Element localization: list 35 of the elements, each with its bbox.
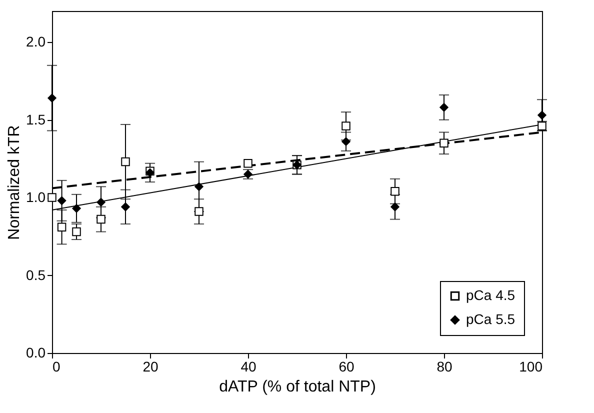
y-tick-label: 2.0	[26, 34, 46, 50]
point	[72, 204, 81, 213]
y-tick-label: 0.0	[26, 344, 46, 360]
point	[121, 157, 130, 166]
point	[390, 202, 400, 212]
point	[72, 227, 81, 236]
y-tick-label: 1.0	[26, 189, 46, 206]
point	[194, 207, 204, 216]
point	[244, 158, 252, 168]
x-tick-label: 40	[240, 358, 256, 374]
point	[57, 196, 66, 206]
point	[121, 202, 130, 212]
point	[440, 138, 448, 148]
point	[96, 198, 106, 207]
point	[440, 103, 448, 112]
x-tick-label: 100	[519, 358, 543, 374]
y-axis-title: Normalized kTR	[6, 125, 24, 240]
point	[48, 94, 56, 102]
x-tick-label: 60	[338, 358, 354, 374]
point	[96, 214, 106, 224]
point	[48, 193, 56, 202]
y-tick-label: 1.5	[26, 111, 46, 128]
point	[194, 182, 204, 192]
x-tick-label: 80	[436, 358, 452, 374]
legend-label: pCa 4.5	[466, 287, 516, 303]
point	[342, 137, 350, 146]
point	[390, 186, 400, 196]
legend-label: pCa 5.5	[466, 311, 516, 327]
x-axis-title: dATP (% of total NTP)	[219, 378, 376, 396]
x-tick-label: 0	[52, 358, 60, 374]
x-tick-label: 20	[142, 358, 158, 374]
point	[538, 110, 546, 120]
point	[342, 122, 350, 130]
y-tick-label: 0.5	[26, 266, 46, 283]
point	[57, 222, 66, 232]
